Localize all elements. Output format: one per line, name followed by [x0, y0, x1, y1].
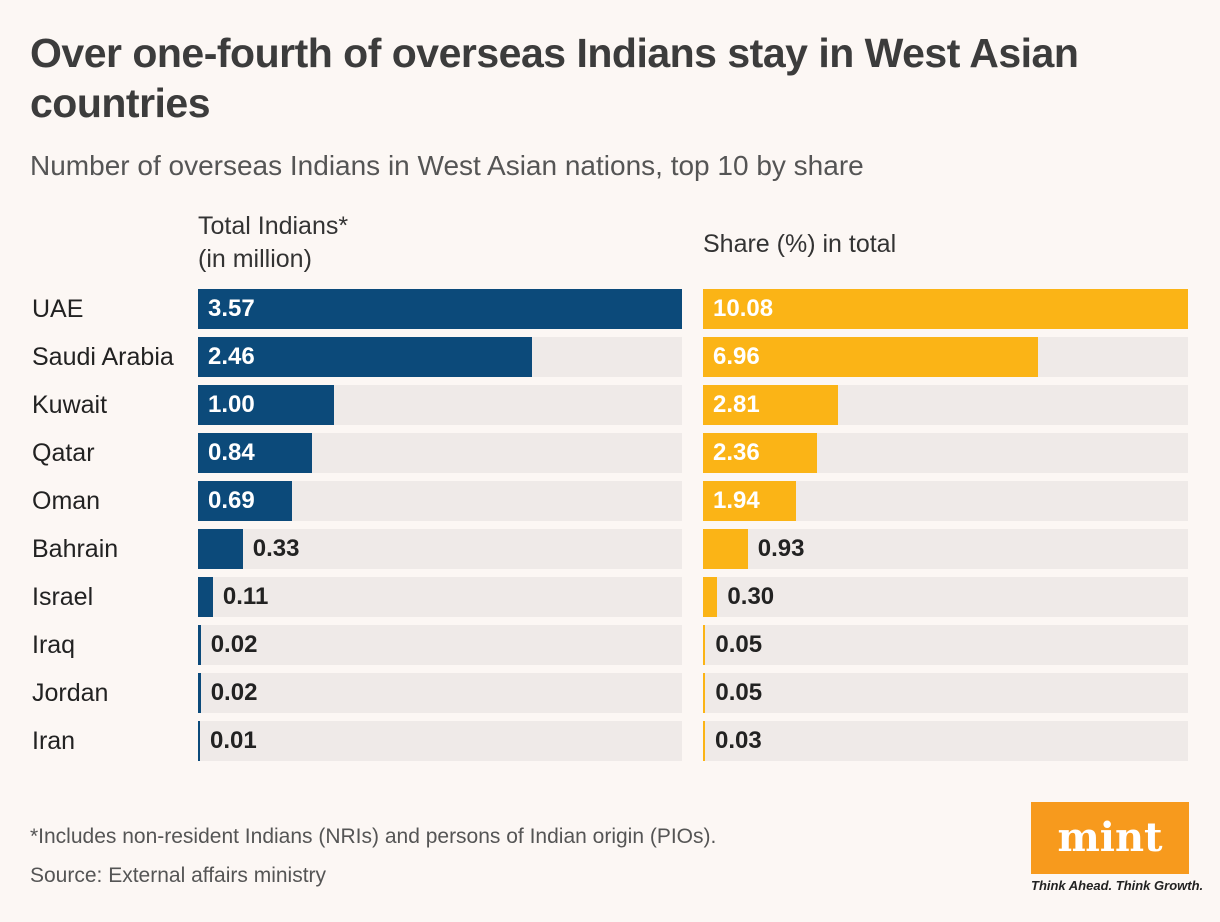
total-bar-track-jordan: 0.02 [198, 673, 682, 713]
share-value-label-iraq: 0.05 [715, 631, 763, 658]
total-bar-track-oman: 0.69 [198, 481, 682, 521]
share-bar-track-iraq: 0.05 [703, 625, 1188, 665]
total-header-line2: (in million) [198, 245, 312, 273]
category-label-saudi-arabia: Saudi Arabia [32, 343, 174, 371]
total-value-label-jordan: 0.02 [210, 679, 258, 706]
total-value-label-saudi-arabia: 2.46 [208, 343, 255, 370]
share-bar-bahrain [703, 529, 748, 569]
share-bar-uae [703, 289, 1188, 329]
total-bar-jordan [198, 673, 201, 713]
source-note: Source: External affairs ministry [30, 864, 327, 887]
category-label-qatar: Qatar [32, 439, 95, 467]
share-column-header: Share (%) in total [703, 230, 897, 258]
share-bar-kuwait [703, 385, 839, 425]
category-label-israel: Israel [32, 583, 94, 611]
category-label-jordan: Jordan [32, 679, 109, 707]
total-value-label-uae: 3.57 [208, 295, 255, 322]
total-bar-uae [198, 289, 682, 329]
share-bar-track-israel: 0.30 [703, 577, 1188, 617]
total-column-header: Total Indians* (in million) [198, 210, 348, 276]
category-label-kuwait: Kuwait [32, 391, 108, 419]
total-bar-track-kuwait: 1.00 [198, 385, 682, 425]
category-label-iran: Iran [32, 727, 76, 755]
total-bar-bahrain [198, 529, 243, 569]
category-label-uae: UAE [32, 295, 84, 323]
category-label-bahrain: Bahrain [32, 535, 119, 563]
logo-tagline: Think Ahead. Think Growth. [1031, 878, 1204, 893]
total-bar-iran [198, 721, 200, 761]
share-value-label-qatar: 2.36 [713, 439, 760, 466]
total-value-label-qatar: 0.84 [208, 439, 255, 466]
total-value-label-bahrain: 0.33 [252, 535, 300, 562]
share-bar-track-jordan: 0.05 [703, 673, 1188, 713]
total-bar-kuwait [198, 385, 334, 425]
footnote: *Includes non-resident Indians (NRIs) an… [30, 825, 717, 848]
total-bar-track-iraq: 0.02 [198, 625, 682, 665]
share-value-label-jordan: 0.05 [715, 679, 763, 706]
total-value-label-iran: 0.01 [210, 727, 257, 754]
chart-subtitle: Number of overseas Indians in West Asian… [30, 150, 864, 181]
share-bar-jordan [703, 673, 706, 713]
share-bar-track-uae: 10.08 [703, 289, 1188, 329]
total-header-line1: Total Indians* [198, 212, 349, 240]
chart-title: Over one-fourth of overseas Indians stay… [30, 30, 1079, 126]
total-bar-track-israel: 0.11 [198, 577, 682, 617]
share-value-label-israel: 0.30 [727, 583, 775, 610]
total-bar-saudi-arabia [198, 337, 532, 377]
total-value-label-israel: 0.11 [222, 583, 269, 610]
mint-logo: mint [1031, 802, 1189, 874]
share-bar-saudi-arabia [703, 337, 1038, 377]
share-bar-track-iran: 0.03 [703, 721, 1188, 761]
share-bar-oman [703, 481, 797, 521]
share-value-label-uae: 10.08 [713, 295, 774, 322]
total-value-label-kuwait: 1.00 [208, 391, 255, 418]
total-bar-qatar [198, 433, 312, 473]
total-bar-israel [198, 577, 213, 617]
total-bar-oman [198, 481, 292, 521]
share-value-label-bahrain: 0.93 [757, 535, 805, 562]
share-bar-track-bahrain: 0.93 [703, 529, 1188, 569]
share-bar-track-qatar: 2.36 [703, 433, 1188, 473]
share-value-label-iran: 0.03 [715, 727, 762, 754]
total-bar-track-bahrain: 0.33 [198, 529, 682, 569]
total-bar-track-uae: 3.57 [198, 289, 682, 329]
category-label-iraq: Iraq [32, 631, 76, 659]
share-value-label-oman: 1.94 [713, 487, 760, 514]
total-bar-track-qatar: 0.84 [198, 433, 682, 473]
total-value-label-iraq: 0.02 [210, 631, 258, 658]
share-bar-track-oman: 1.94 [703, 481, 1188, 521]
category-label-oman: Oman [32, 487, 101, 515]
total-bar-track-iran: 0.01 [198, 721, 682, 761]
share-bar-iran [703, 721, 705, 761]
share-bar-iraq [703, 625, 706, 665]
share-value-label-saudi-arabia: 6.96 [713, 343, 760, 370]
share-bar-track-kuwait: 2.81 [703, 385, 1188, 425]
share-bar-qatar [703, 433, 817, 473]
total-value-label-oman: 0.69 [208, 487, 255, 514]
share-bar-track-saudi-arabia: 6.96 [703, 337, 1188, 377]
share-value-label-kuwait: 2.81 [713, 391, 760, 418]
share-bar-israel [703, 577, 718, 617]
total-bar-iraq [198, 625, 201, 665]
total-bar-track-saudi-arabia: 2.46 [198, 337, 682, 377]
